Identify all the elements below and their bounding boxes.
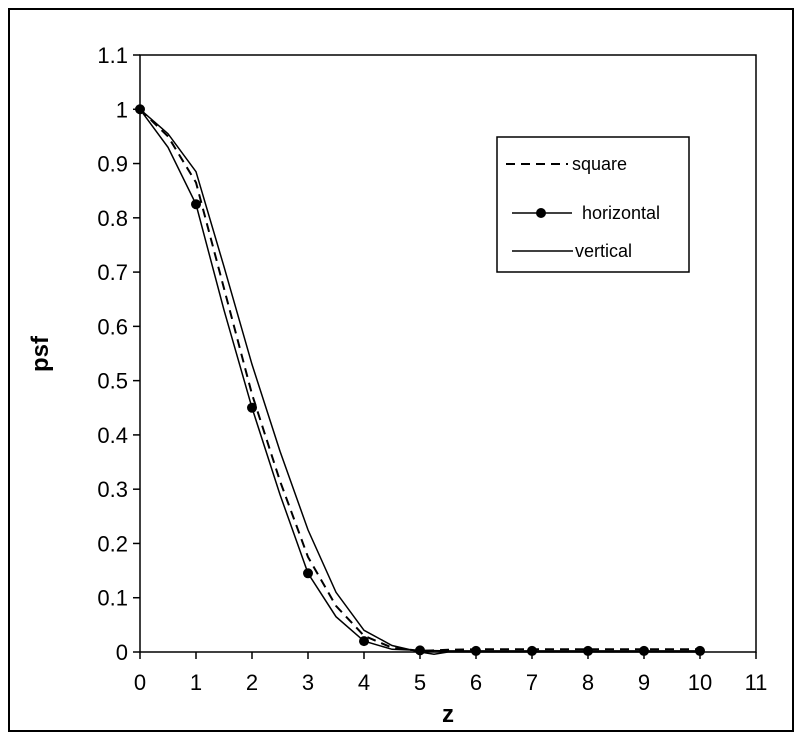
y-tick-label: 0.1 (97, 586, 128, 611)
data-point-horizontal (527, 646, 537, 656)
data-point-horizontal (583, 646, 593, 656)
legend-label-vertical: vertical (575, 241, 632, 261)
data-point-horizontal (695, 646, 705, 656)
data-point-horizontal (639, 646, 649, 656)
y-tick-label: 0.3 (97, 477, 128, 502)
x-tick-label: 5 (414, 670, 426, 695)
y-tick-label: 1 (116, 97, 128, 122)
legend: square horizontal vertical (497, 137, 689, 272)
data-point-horizontal (191, 199, 201, 209)
data-point-horizontal (303, 568, 313, 578)
x-tick-label: 1 (190, 670, 202, 695)
y-tick-label: 0.8 (97, 206, 128, 231)
x-tick-label: 7 (526, 670, 538, 695)
y-tick-label: 0.2 (97, 531, 128, 556)
y-tick-label: 0.9 (97, 152, 128, 177)
x-tick-label: 11 (745, 670, 768, 695)
x-axis-title: z (442, 701, 454, 728)
x-tick-label: 8 (582, 670, 594, 695)
x-tick-label: 4 (358, 670, 370, 695)
x-tick-label: 10 (688, 670, 712, 695)
data-point-horizontal (415, 645, 425, 655)
y-tick-label: 0.6 (97, 314, 128, 339)
legend-label-horizontal: horizontal (582, 203, 660, 223)
data-point-horizontal (471, 646, 481, 656)
data-point-horizontal (247, 403, 257, 413)
x-tick-label: 3 (302, 670, 314, 695)
x-tick-label: 9 (638, 670, 650, 695)
legend-label-square: square (572, 154, 627, 174)
y-tick-label: 0.5 (97, 369, 128, 394)
y-tick-label: 0.7 (97, 260, 128, 285)
y-axis-title: psf (27, 335, 54, 372)
y-tick-label: 0 (116, 640, 128, 665)
x-tick-label: 0 (134, 670, 146, 695)
y-tick-label: 0.4 (97, 423, 128, 448)
x-tick-label: 6 (470, 670, 482, 695)
data-point-horizontal (359, 636, 369, 646)
y-tick-label: 1.1 (97, 43, 128, 68)
legend-marker-horizontal (536, 208, 546, 218)
x-tick-label: 2 (246, 670, 258, 695)
